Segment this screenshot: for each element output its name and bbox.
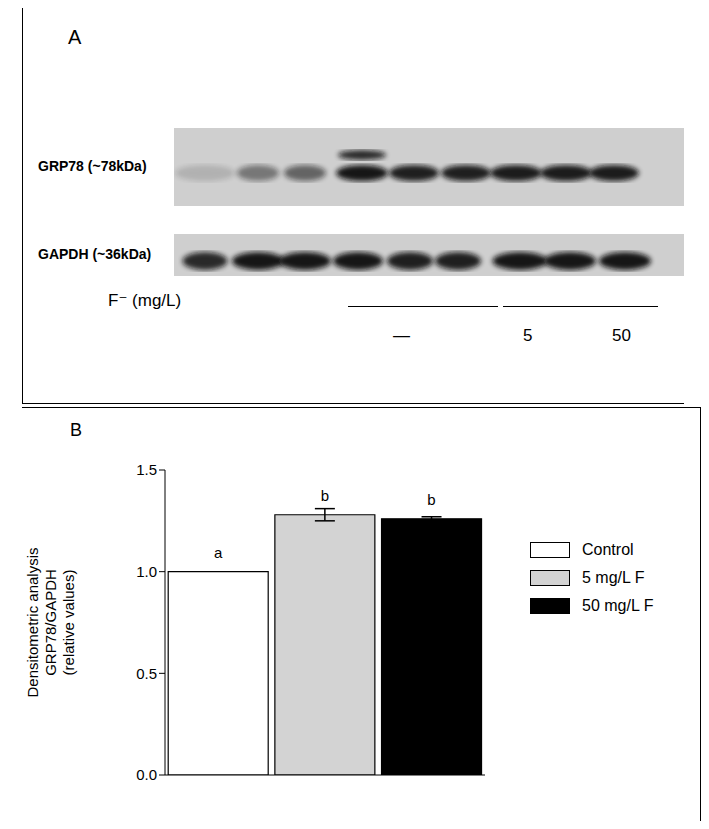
svg-text:1.5: 1.5 xyxy=(136,461,157,478)
html-text:GAPDH (~36kDa): GAPDH (~36kDa) xyxy=(38,246,152,262)
html-text:F⁻ (mg/L): F⁻ (mg/L) xyxy=(108,291,182,310)
svg-text:Densitometric analysisGRP78/GA: Densitometric analysisGRP78/GAPDH(relati… xyxy=(24,547,77,697)
svg-text:b: b xyxy=(427,491,435,508)
html-text:GRP78 (~78kDa): GRP78 (~78kDa) xyxy=(38,158,147,174)
svg-text:b: b xyxy=(321,487,329,504)
html-text:5 mg/L F: 5 mg/L F xyxy=(582,569,645,586)
html-text:B: B xyxy=(70,420,82,440)
svg-text:1.0: 1.0 xyxy=(136,563,157,580)
html-text:A: A xyxy=(68,26,82,48)
html-text:50: 50 xyxy=(612,326,631,345)
svg-text:0.0: 0.0 xyxy=(136,766,157,783)
svg-text:a: a xyxy=(214,544,223,561)
html-text:5: 5 xyxy=(523,326,533,345)
svg-text:0.5: 0.5 xyxy=(136,665,157,682)
html-text:50 mg/L F: 50 mg/L F xyxy=(582,597,654,614)
html-text:Control: Control xyxy=(582,541,634,558)
